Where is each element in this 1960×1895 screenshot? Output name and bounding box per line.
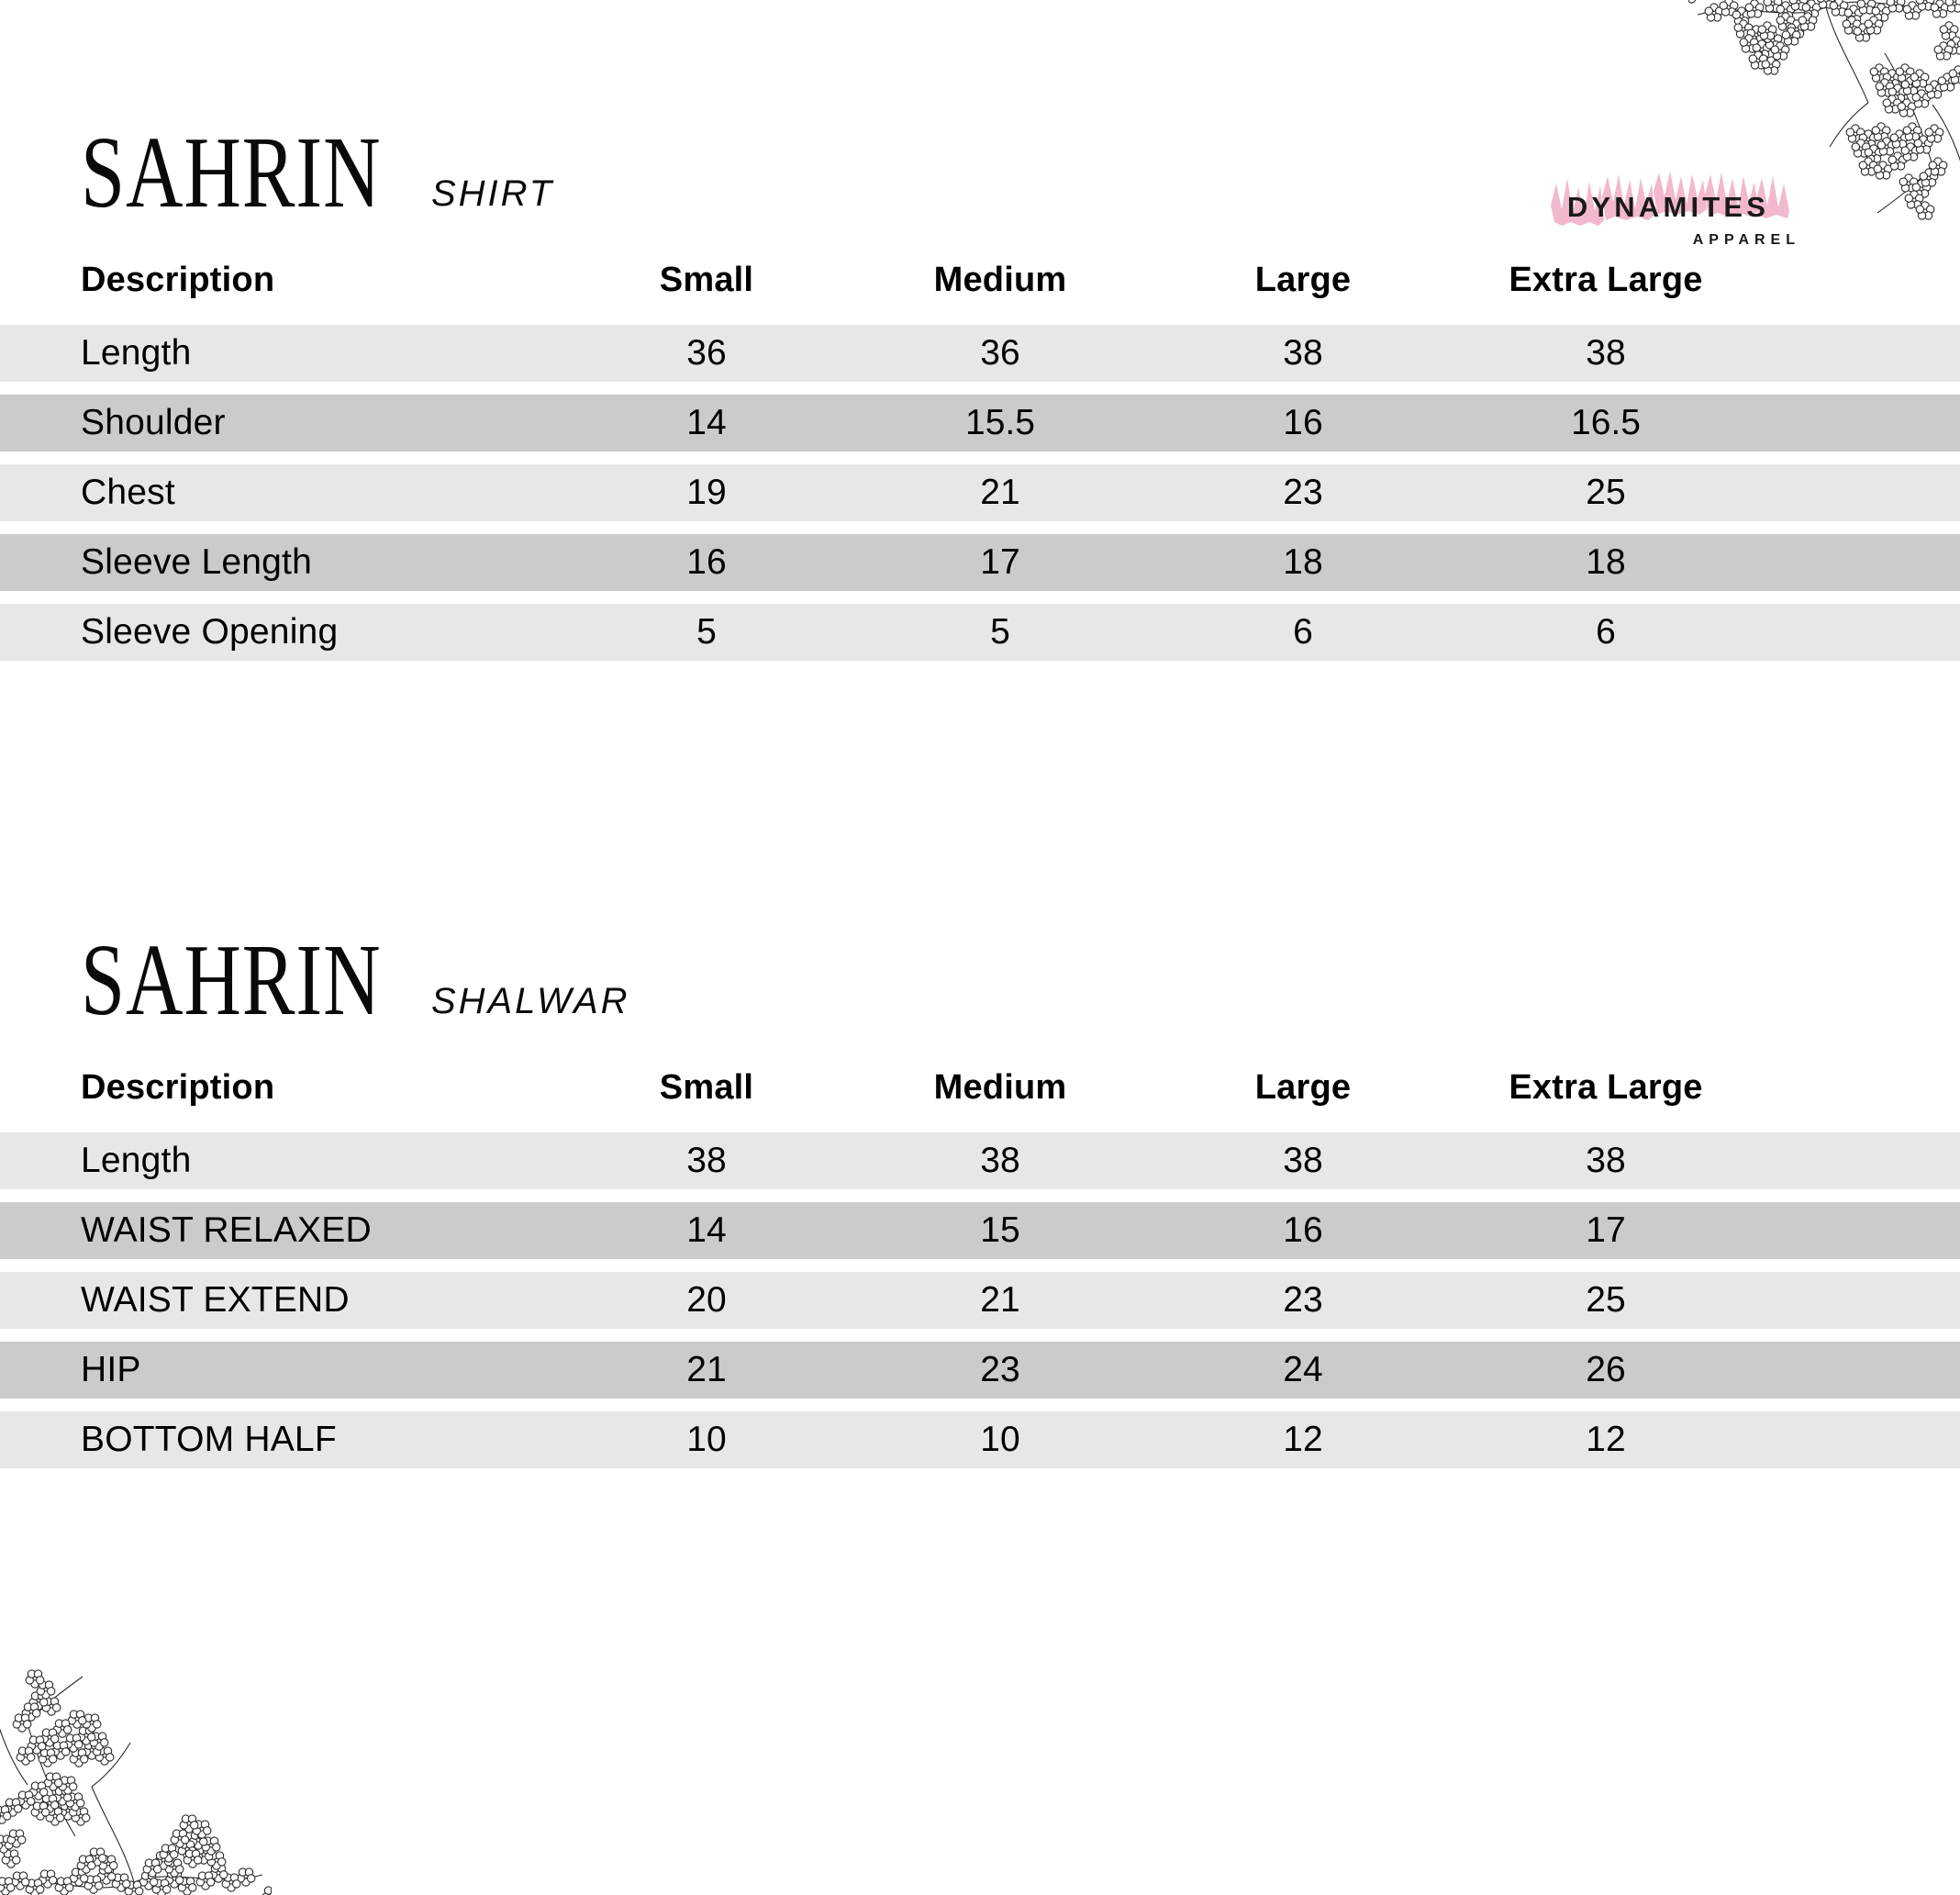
size-chart-section-shalwar: SAHRIN SHALWAR Description Small Medium L… <box>0 930 1960 1481</box>
row-value-extra-large: 38 <box>1586 1141 1626 1180</box>
size-table-shalwar: Description Small Medium Large Extra Lar… <box>0 1063 1960 1468</box>
row-value-large: 18 <box>1283 542 1323 582</box>
section-subtitle: SHIRT <box>430 173 555 214</box>
row-value-small: 10 <box>686 1420 727 1459</box>
row-label: BOTTOM HALF <box>81 1420 337 1459</box>
table-row: Sleeve Opening 5 5 6 6 <box>0 604 1960 661</box>
row-value-medium: 15 <box>980 1210 1020 1250</box>
row-value-extra-large: 17 <box>1586 1210 1626 1250</box>
table-row: Length 36 36 38 38 <box>0 325 1960 382</box>
table-header-row: Description Small Medium Large Extra Lar… <box>0 1063 1960 1112</box>
row-value-large: 24 <box>1283 1350 1323 1389</box>
row-value-large: 38 <box>1283 333 1323 373</box>
column-header-large: Large <box>1254 1067 1352 1107</box>
row-value-extra-large: 6 <box>1596 612 1616 652</box>
row-value-extra-large: 25 <box>1586 1280 1626 1320</box>
size-table-shirt: Description Small Medium Large Extra Lar… <box>0 255 1960 661</box>
row-value-small: 16 <box>686 542 727 582</box>
row-value-extra-large: 16.5 <box>1571 403 1641 442</box>
column-header-extra-large: Extra Large <box>1509 1067 1703 1107</box>
row-value-medium: 36 <box>980 333 1020 373</box>
column-header-medium: Medium <box>933 1067 1067 1107</box>
row-value-small: 38 <box>686 1141 727 1180</box>
section-title: SAHRIN <box>81 117 382 229</box>
row-label: WAIST RELAXED <box>81 1210 372 1250</box>
pink-brushstroke-icon <box>1551 171 1789 226</box>
table-row: WAIST RELAXED 14 15 16 17 <box>0 1202 1960 1259</box>
table-header-row: Description Small Medium Large Extra Lar… <box>0 255 1960 305</box>
size-chart-section-shirt: SAHRIN SHIRT Description Small Medium Lar… <box>0 122 1960 674</box>
row-value-medium: 17 <box>980 542 1020 582</box>
row-value-extra-large: 38 <box>1586 333 1626 373</box>
column-header-description: Description <box>81 260 275 299</box>
column-header-small: Small <box>659 260 754 299</box>
row-label: Length <box>81 1141 192 1180</box>
row-value-extra-large: 26 <box>1586 1350 1626 1389</box>
row-value-small: 14 <box>686 1210 727 1250</box>
section-heading: SAHRIN SHIRT <box>0 122 1960 239</box>
row-value-medium: 21 <box>980 473 1020 512</box>
row-label: Length <box>81 333 192 373</box>
row-value-large: 16 <box>1283 1210 1323 1250</box>
row-value-extra-large: 12 <box>1586 1420 1626 1459</box>
column-header-large: Large <box>1254 260 1352 299</box>
row-value-extra-large: 18 <box>1586 542 1626 582</box>
row-value-large: 16 <box>1283 403 1323 442</box>
logo-brand-name: DYNAMITES <box>1566 191 1770 223</box>
table-row: BOTTOM HALF 10 10 12 12 <box>0 1411 1960 1468</box>
row-value-large: 23 <box>1283 1280 1323 1320</box>
row-value-medium: 15.5 <box>965 403 1035 442</box>
row-value-medium: 5 <box>990 612 1010 652</box>
row-value-large: 23 <box>1283 473 1323 512</box>
row-value-small: 19 <box>686 473 727 512</box>
table-row: Sleeve Length 16 17 18 18 <box>0 534 1960 591</box>
row-label: Shoulder <box>81 403 226 442</box>
column-header-medium: Medium <box>933 260 1067 299</box>
logo-tagline: APPAREL <box>1692 232 1800 248</box>
row-label: HIP <box>81 1350 141 1389</box>
table-row: Length 38 38 38 38 <box>0 1132 1960 1189</box>
row-label: WAIST EXTEND <box>81 1280 350 1320</box>
column-header-extra-large: Extra Large <box>1509 260 1703 299</box>
table-row: Chest 19 21 23 25 <box>0 464 1960 521</box>
row-value-large: 6 <box>1293 612 1313 652</box>
row-value-small: 20 <box>686 1280 727 1320</box>
section-title: SAHRIN <box>81 924 382 1037</box>
row-value-medium: 21 <box>980 1280 1020 1320</box>
column-header-small: Small <box>659 1067 754 1107</box>
row-value-medium: 23 <box>980 1350 1020 1389</box>
row-value-medium: 10 <box>980 1420 1020 1459</box>
row-label: Sleeve Length <box>81 542 312 582</box>
section-heading: SAHRIN SHALWAR <box>0 930 1960 1046</box>
section-subtitle: SHALWAR <box>430 981 630 1021</box>
row-value-medium: 38 <box>980 1141 1020 1180</box>
table-row: Shoulder 14 15.5 16 16.5 <box>0 395 1960 451</box>
row-value-extra-large: 25 <box>1586 473 1626 512</box>
floral-branch-icon <box>0 1669 272 1895</box>
table-row: WAIST EXTEND 20 21 23 25 <box>0 1272 1960 1329</box>
table-row: HIP 21 23 24 26 <box>0 1342 1960 1399</box>
column-header-description: Description <box>81 1067 275 1107</box>
row-value-large: 12 <box>1283 1420 1323 1459</box>
row-value-small: 5 <box>696 612 717 652</box>
row-value-small: 21 <box>686 1350 727 1389</box>
brand-logo: DYNAMITES APPAREL <box>1531 163 1806 273</box>
row-value-large: 38 <box>1283 1141 1323 1180</box>
row-label: Sleeve Opening <box>81 612 339 652</box>
row-label: Chest <box>81 473 175 512</box>
row-value-small: 14 <box>686 403 727 442</box>
row-value-small: 36 <box>686 333 727 373</box>
